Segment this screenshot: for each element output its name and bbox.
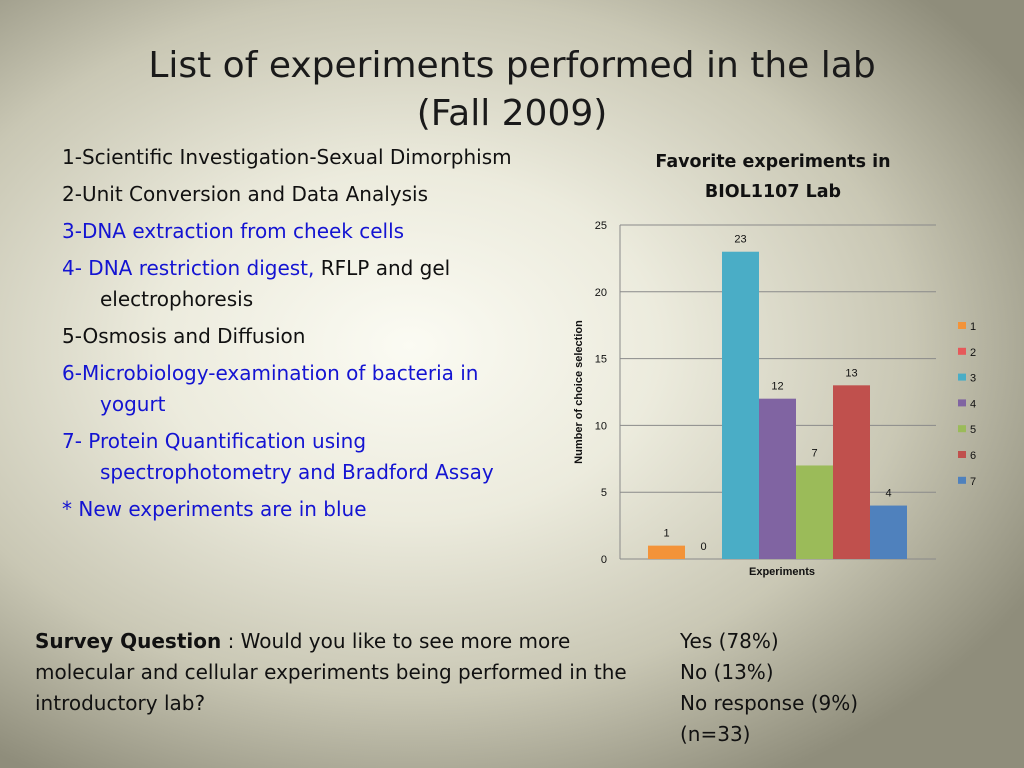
chart-title: Favorite experiments in BIOL1107 Lab (655, 152, 891, 202)
list-item-black-part: RFLP and gel electrophoresis (100, 256, 451, 311)
list-item: 7- Protein Quantification using spectrop… (62, 429, 494, 484)
legend-label: 7 (970, 476, 976, 488)
list-note: * New experiments are in blue (62, 497, 367, 521)
legend-swatch (958, 373, 966, 381)
list-item: 4- DNA restriction digest, RFLP and gel … (62, 253, 522, 315)
y-tick-label: 20 (595, 287, 607, 299)
legend-label: 4 (970, 398, 976, 410)
list-item-blue-part: 4- DNA restriction digest, (62, 256, 315, 280)
y-tick-label: 15 (595, 354, 607, 366)
result-no-response: No response (9%) (680, 691, 859, 715)
legend-swatch (958, 347, 966, 355)
y-tick-label: 25 (595, 220, 607, 232)
x-axis-label: Experiments (749, 566, 815, 578)
result-yes: Yes (78%) (680, 629, 779, 653)
bar-7 (870, 505, 907, 559)
survey-text: : Would you like to see more more molecu… (35, 629, 627, 715)
legend-label: 2 (970, 347, 976, 359)
slide-title: List of experiments performed in the lab… (0, 42, 1024, 138)
list-item: 1-Scientific Investigation-Sexual Dimorp… (62, 145, 512, 169)
result-no: No (13%) (680, 660, 774, 684)
legend-swatch (958, 322, 966, 329)
y-tick-label: 0 (601, 554, 607, 566)
bar-5 (796, 465, 833, 559)
legend-swatch (958, 425, 966, 433)
survey-results: Yes (78%) No (13%) No response (9%) (n=3… (680, 626, 980, 750)
list-item: 3-DNA extraction from cheek cells (62, 219, 405, 243)
data-label: 13 (845, 367, 857, 379)
experiment-list: 1-Scientific Investigation-Sexual Dimorp… (62, 142, 522, 531)
bar-3 (722, 251, 759, 559)
data-label: 1 (663, 528, 669, 540)
legend-label: 1 (970, 321, 976, 333)
survey-label: Survey Question (35, 629, 222, 653)
data-label: 12 (771, 381, 783, 393)
data-label: 0 (700, 541, 706, 553)
legend-label: 5 (970, 424, 976, 436)
legend-label: 3 (970, 373, 976, 385)
title-line-1: List of experiments performed in the lab (148, 45, 876, 86)
y-tick-label: 10 (595, 420, 607, 432)
legend-swatch (958, 399, 966, 407)
y-tick-label: 5 (601, 487, 607, 499)
bar-1 (648, 545, 685, 559)
legend-label: 6 (970, 450, 976, 462)
data-label: 4 (885, 488, 891, 500)
legend-swatch (958, 451, 966, 458)
list-item: 6-Microbiology-examination of bacteria i… (62, 361, 479, 416)
survey-question: Survey Question : Would you like to see … (35, 626, 660, 719)
list-item: 2-Unit Conversion and Data Analysis (62, 182, 428, 206)
list-item: 5-Osmosis and Diffusion (62, 324, 306, 348)
bar-6 (833, 385, 870, 559)
legend-swatch (958, 476, 966, 484)
data-label: 23 (734, 234, 746, 246)
data-label: 7 (811, 447, 817, 459)
bar-4 (759, 398, 796, 559)
title-line-2: (Fall 2009) (416, 93, 608, 134)
result-sample-size: (n=33) (680, 722, 751, 746)
y-axis-label: Number of choice selection (573, 320, 585, 464)
